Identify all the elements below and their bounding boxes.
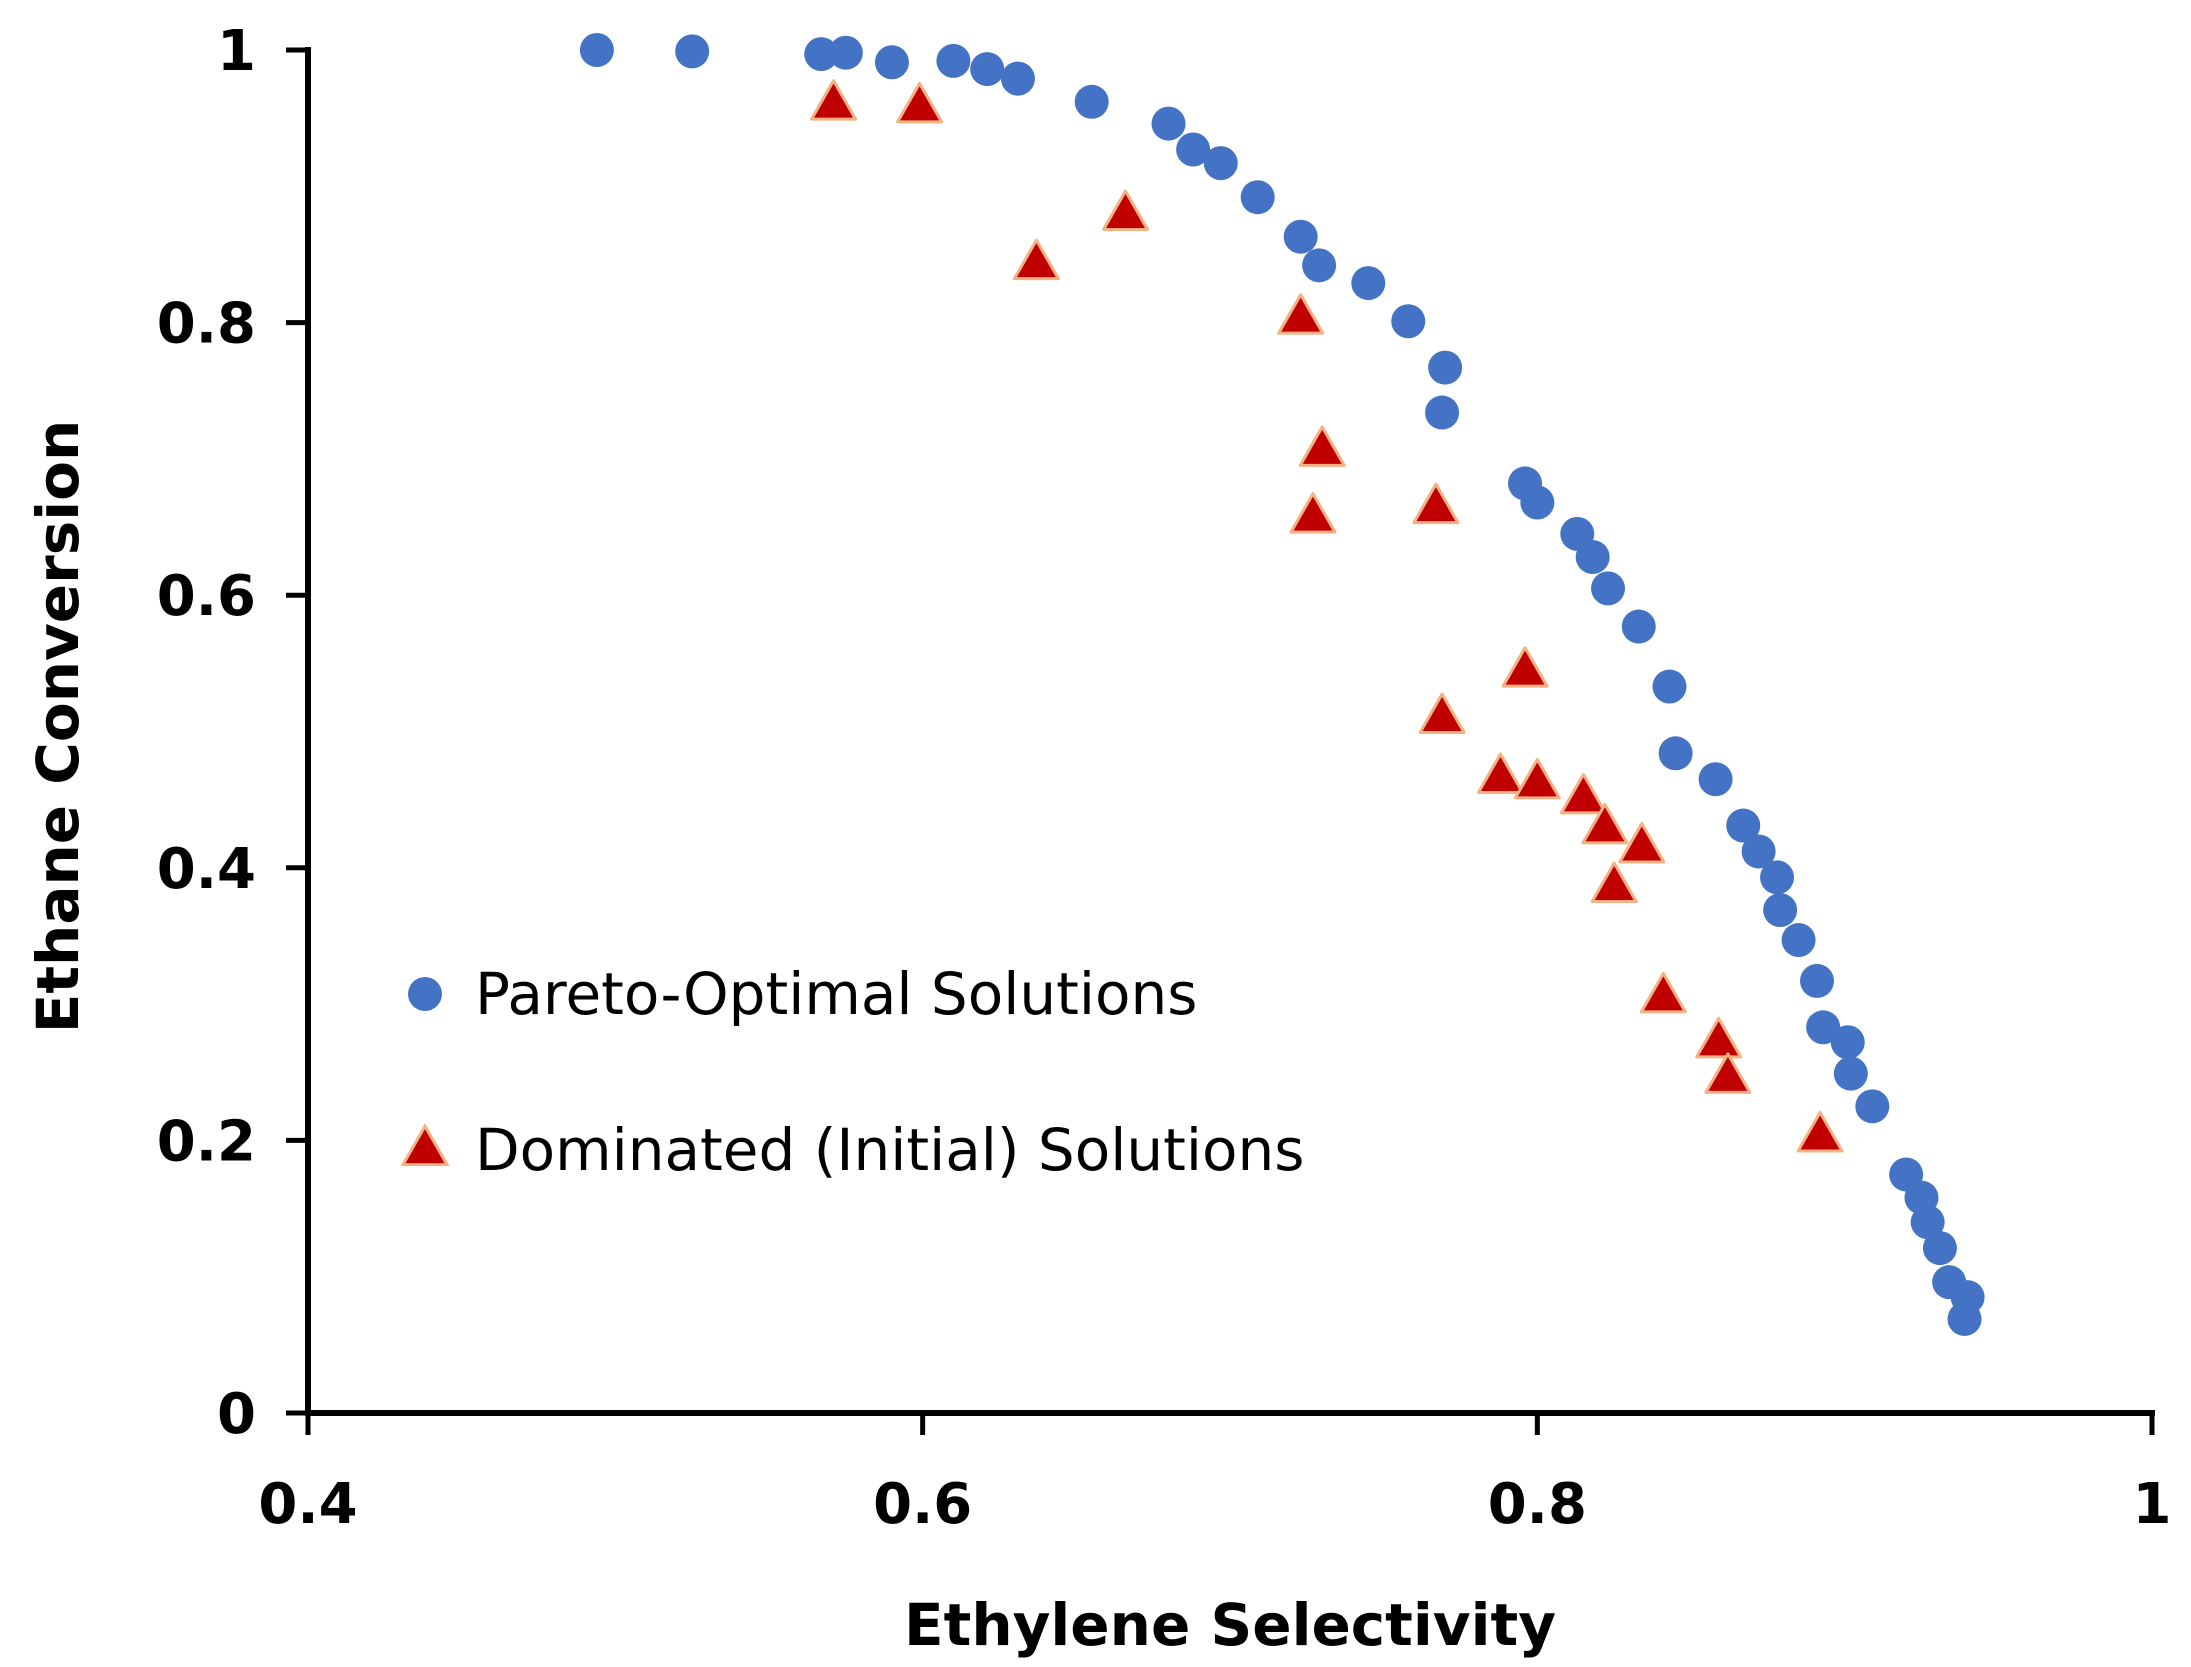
pareto-point <box>579 33 614 67</box>
dominated-point <box>1618 821 1666 864</box>
legend: Pareto-Optimal Solutions Dominated (Init… <box>400 960 1304 1184</box>
dominated-point <box>1513 757 1561 800</box>
pareto-point <box>936 43 971 78</box>
x-tick-label: 0.6 <box>873 1472 972 1537</box>
y-tick-label: 0.8 <box>157 292 256 357</box>
dominated-point <box>1012 238 1060 281</box>
legend-label-dominated: Dominated (Initial) Solutions <box>475 1116 1304 1184</box>
y-axis-title: Ethane Conversion <box>24 420 92 1034</box>
dominated-point <box>896 81 944 124</box>
pareto-point <box>1741 834 1776 869</box>
pareto-point <box>1830 1025 1865 1060</box>
ticks: 0 0.2 0.4 0.6 0.8 1 0.4 0.6 0.8 1 <box>157 19 2172 1537</box>
pareto-point <box>1621 609 1656 644</box>
dominated-point <box>1277 293 1325 335</box>
dominated-point <box>1298 425 1346 467</box>
dominated-point <box>1581 802 1629 845</box>
pareto-point <box>1176 132 1211 167</box>
y-tick-label: 0.6 <box>157 564 256 629</box>
pareto-point <box>675 34 710 69</box>
pareto-point <box>1760 860 1795 895</box>
dominated-point <box>810 79 858 121</box>
pareto-point <box>1855 1089 1890 1124</box>
pareto-point <box>970 52 1005 87</box>
y-tick-label: 0.4 <box>157 837 256 902</box>
dominated-point <box>1695 1016 1743 1059</box>
dominated-point <box>1102 189 1150 232</box>
pareto-point <box>874 45 909 80</box>
y-tick-label: 0 <box>217 1382 256 1447</box>
pareto-point <box>1698 762 1733 797</box>
pareto-point <box>1726 808 1761 843</box>
pareto-point <box>1302 248 1337 283</box>
y-tick-label: 0.2 <box>157 1109 256 1174</box>
points-layer <box>579 33 1985 1336</box>
legend-label-pareto: Pareto-Optimal Solutions <box>475 960 1197 1028</box>
dominated-point <box>1289 492 1337 534</box>
dominated-point <box>1704 1052 1752 1094</box>
pareto-point <box>1520 485 1555 520</box>
dominated-point <box>1590 861 1638 904</box>
pareto-point <box>1833 1056 1868 1091</box>
pareto-point <box>1074 84 1109 119</box>
pareto-point <box>1151 106 1186 141</box>
pareto-point <box>1425 395 1460 430</box>
pareto-point <box>1203 146 1238 181</box>
dominated-point <box>1796 1110 1844 1153</box>
pareto-point <box>1283 219 1318 254</box>
pareto-point <box>1000 61 1035 96</box>
pareto-point <box>1575 540 1610 575</box>
pareto-point <box>1240 180 1275 215</box>
x-tick-label: 0.8 <box>1488 1472 1587 1537</box>
pareto-point <box>1806 1010 1841 1045</box>
dominated-point <box>1639 971 1687 1014</box>
y-tick-label: 1 <box>217 19 256 84</box>
pareto-point <box>1910 1205 1945 1240</box>
pareto-point <box>804 37 839 72</box>
pareto-point <box>1591 571 1626 606</box>
legend-marker-circle <box>408 977 442 1011</box>
x-tick-label: 1 <box>2133 1472 2172 1537</box>
pareto-point <box>1922 1231 1957 1266</box>
pareto-point <box>1351 266 1386 301</box>
dominated-point <box>1501 646 1549 688</box>
dominated-point <box>1559 772 1607 815</box>
pareto-point <box>828 35 863 70</box>
dominated-point <box>1418 692 1466 734</box>
pareto-point <box>1391 304 1426 339</box>
pareto-point <box>1800 963 1835 998</box>
pareto-point <box>1652 669 1687 704</box>
dominated-point <box>1412 482 1460 525</box>
axes <box>305 47 2155 1416</box>
x-axis-title: Ethylene Selectivity <box>904 1591 1556 1659</box>
pareto-point <box>1763 893 1798 928</box>
x-tick-label: 0.4 <box>258 1472 357 1537</box>
pareto-point <box>1781 923 1816 958</box>
pareto-point <box>1658 736 1693 771</box>
dominated-point <box>1476 752 1524 794</box>
pareto-point <box>1428 350 1463 385</box>
pareto-point <box>1947 1301 1982 1336</box>
legend-marker-triangle <box>400 1123 450 1167</box>
